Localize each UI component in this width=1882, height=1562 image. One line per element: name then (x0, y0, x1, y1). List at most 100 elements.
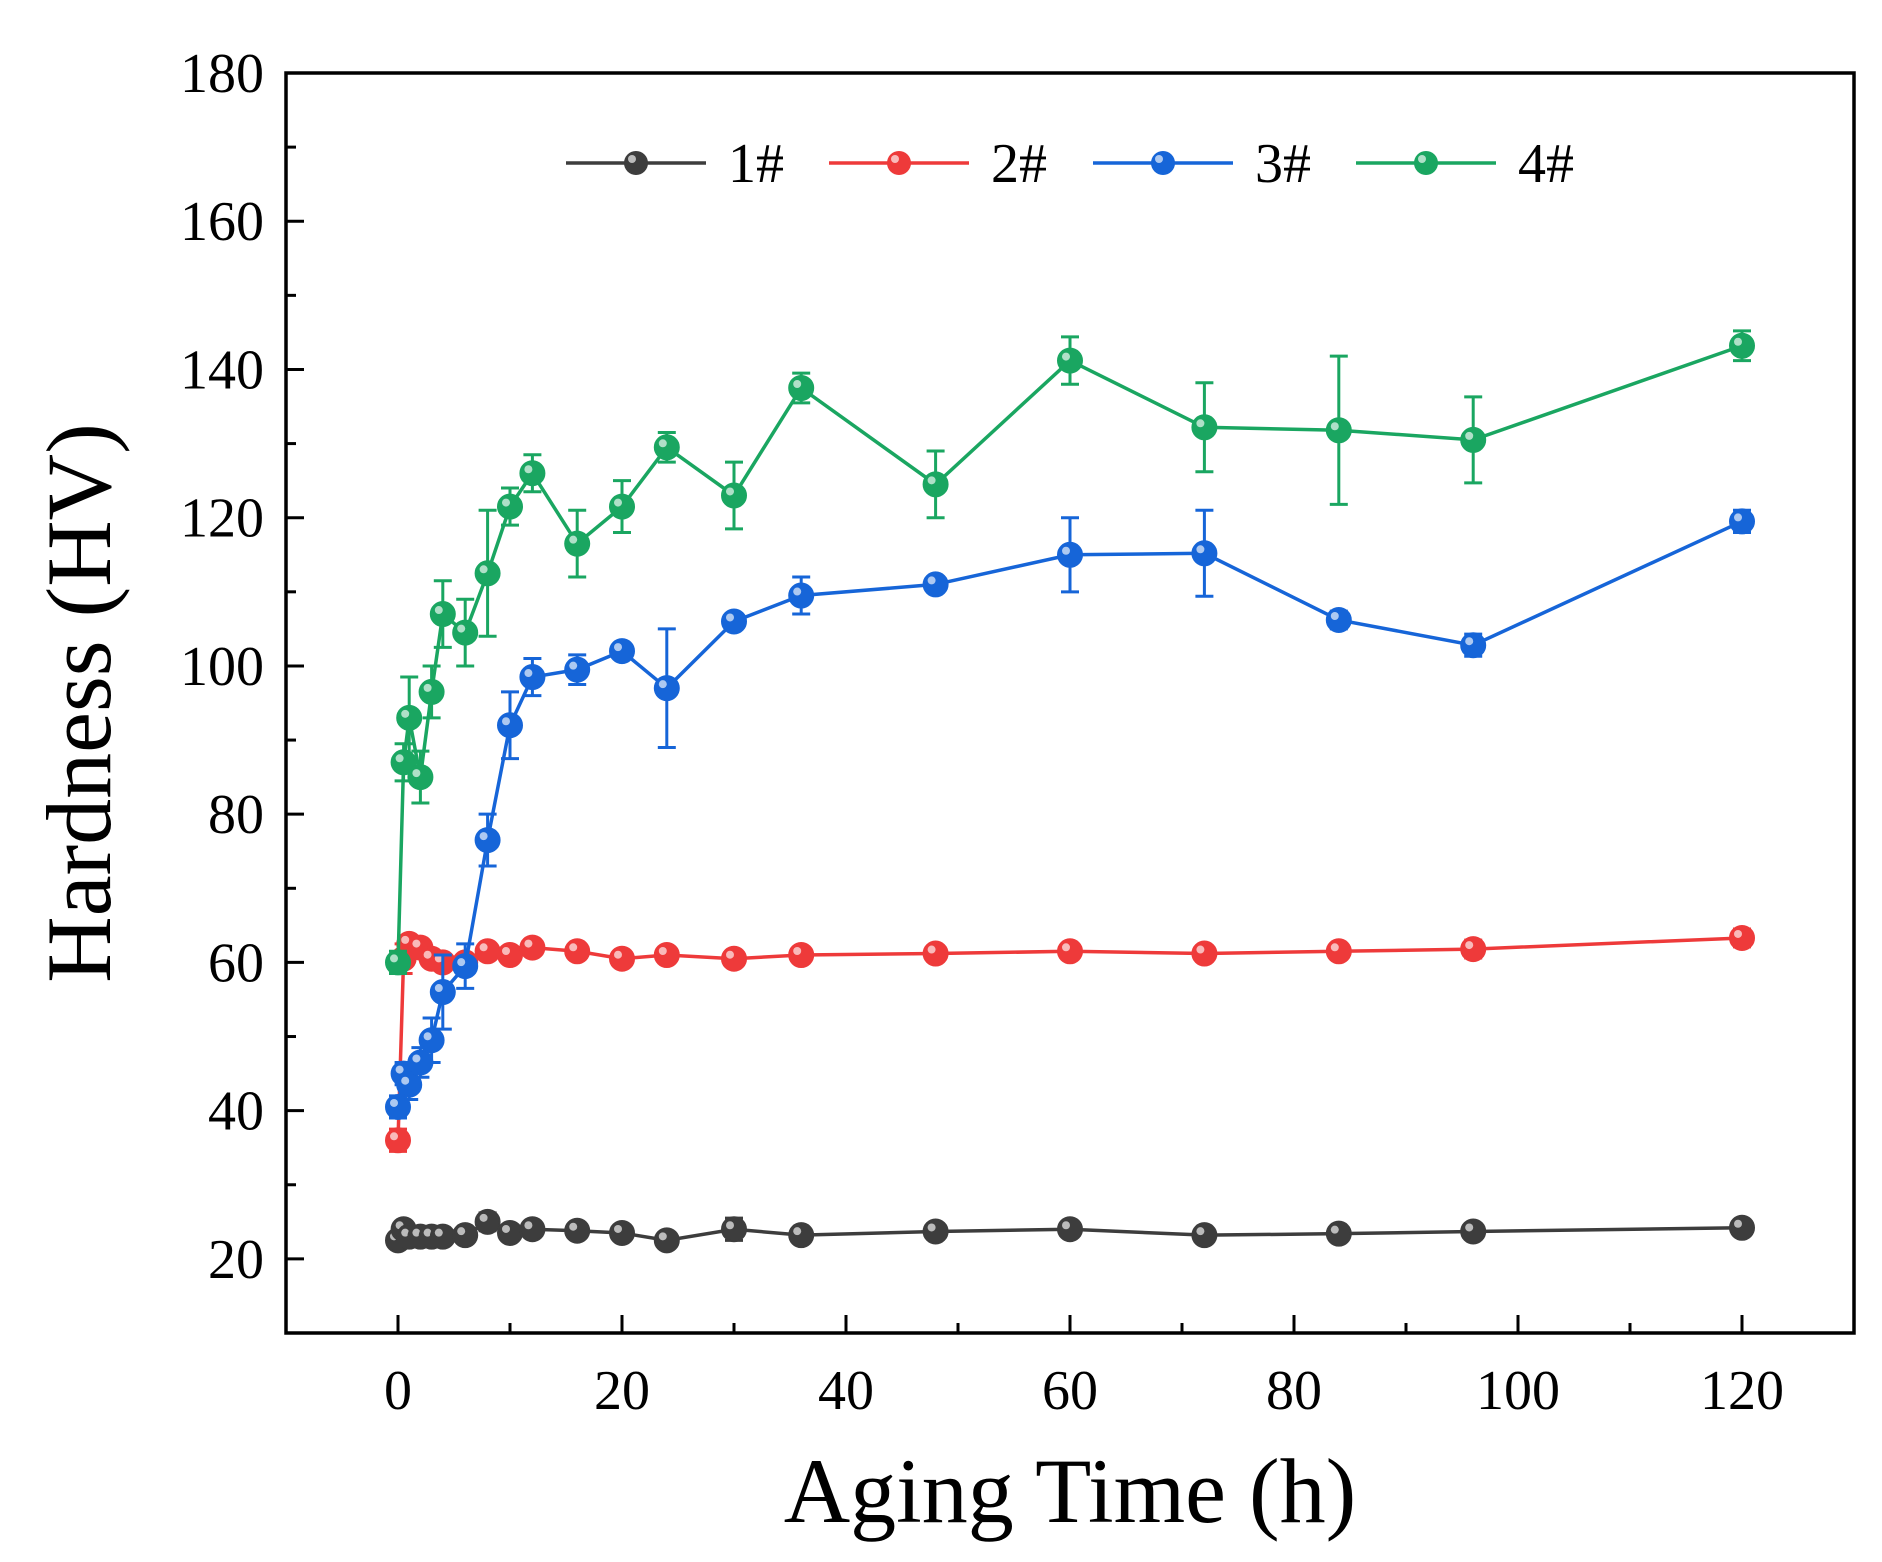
data-point-highlight (1062, 1221, 1070, 1230)
data-point (788, 375, 815, 401)
data-point-highlight (1330, 611, 1339, 620)
data-point (429, 979, 456, 1006)
data-point-highlight (793, 380, 802, 388)
data-point (385, 949, 411, 976)
legend-marker (624, 151, 648, 175)
data-point (564, 656, 591, 683)
data-point-highlight (1734, 929, 1742, 938)
y-tick-label: 20 (208, 1229, 264, 1291)
data-point-highlight (524, 939, 533, 948)
data-point (474, 560, 501, 587)
legend-item-2: 2# (829, 133, 1047, 195)
legend-marker-highlight (628, 155, 636, 163)
data-point-highlight (726, 950, 734, 959)
data-point (1325, 938, 1352, 965)
data-point-highlight (614, 643, 622, 652)
data-point (1191, 940, 1218, 967)
data-point (609, 493, 635, 520)
data-point-highlight (502, 498, 510, 507)
series-3 (385, 508, 1755, 1120)
data-point-highlight (614, 498, 622, 507)
legend-marker-highlight (1418, 155, 1426, 163)
data-point (407, 764, 434, 791)
data-point-highlight (1330, 943, 1339, 952)
data-point-highlight (1465, 1223, 1474, 1232)
data-point-highlight (658, 1232, 667, 1241)
data-point-highlight (412, 1228, 421, 1237)
data-point-highlight (1734, 337, 1742, 346)
data-point-highlight (412, 769, 421, 778)
data-point-highlight (726, 613, 734, 622)
data-point-highlight (401, 709, 410, 718)
data-point-highlight (658, 439, 667, 448)
data-point (564, 938, 591, 965)
data-point-highlight (479, 565, 488, 574)
data-point-highlight (502, 1224, 510, 1233)
data-point-highlight (1196, 419, 1205, 428)
data-point (788, 942, 815, 968)
data-point-highlight (457, 958, 466, 967)
data-point (1325, 417, 1352, 444)
data-point-highlight (658, 680, 667, 689)
legend-item-3: 3# (1093, 133, 1311, 195)
data-point-highlight (927, 1223, 936, 1232)
data-point-highlight (401, 1076, 410, 1085)
legend-marker-highlight (1155, 155, 1163, 163)
data-point-highlight (1196, 1227, 1205, 1236)
data-point-highlight (1330, 422, 1339, 431)
data-point-highlight (412, 939, 421, 948)
data-point-highlight (569, 1222, 578, 1231)
data-point-highlight (1465, 637, 1474, 646)
legend-item-1: 1# (566, 133, 784, 195)
data-point-highlight (479, 943, 488, 952)
data-point (497, 1219, 523, 1246)
data-point (418, 678, 445, 705)
data-point-highlight (412, 1054, 421, 1063)
data-point (1460, 1218, 1487, 1245)
series-line (396, 344, 1743, 963)
data-point-highlight (524, 669, 533, 678)
x-axis-tick-labels: 0 20 40 60 80 100 120 (384, 1360, 1784, 1422)
data-point (609, 945, 635, 972)
series-line (396, 936, 1743, 1141)
data-point (452, 953, 479, 980)
x-tick-label: 0 (384, 1360, 412, 1422)
data-point-highlight (395, 754, 404, 763)
data-point (1057, 938, 1083, 965)
data-point (1325, 606, 1352, 633)
x-axis-ticks (396, 1315, 1744, 1333)
series-4 (385, 329, 1755, 976)
x-tick-label: 100 (1476, 1360, 1560, 1422)
data-point-highlight (1196, 545, 1205, 554)
data-point (653, 675, 680, 702)
data-point (564, 1217, 591, 1244)
data-point-highlight (479, 1213, 488, 1222)
data-point-highlight (1465, 941, 1474, 950)
data-point-highlight (524, 465, 533, 474)
y-tick-label: 180 (180, 43, 264, 105)
series-line (396, 519, 1743, 1108)
data-point (497, 712, 523, 739)
data-point-highlight (502, 947, 510, 955)
data-point-highlight (423, 683, 432, 692)
data-point-highlight (614, 1224, 622, 1233)
data-point (721, 482, 747, 509)
data-point (721, 608, 747, 635)
data-point-highlight (390, 954, 398, 963)
legend-label: 3# (1255, 133, 1311, 195)
data-point-highlight (423, 1032, 432, 1041)
data-point (653, 434, 680, 461)
data-point-highlight (726, 487, 734, 496)
data-point (474, 1208, 501, 1235)
data-point (396, 1071, 423, 1098)
legend-item-4: 4# (1356, 133, 1574, 195)
data-point-highlight (927, 576, 936, 585)
data-point (922, 571, 949, 598)
data-point-highlight (658, 947, 667, 955)
data-point (1191, 540, 1218, 567)
data-point (1325, 1220, 1352, 1247)
data-point-highlight (401, 1228, 410, 1237)
data-point (653, 942, 680, 968)
x-tick-label: 60 (1042, 1360, 1098, 1422)
